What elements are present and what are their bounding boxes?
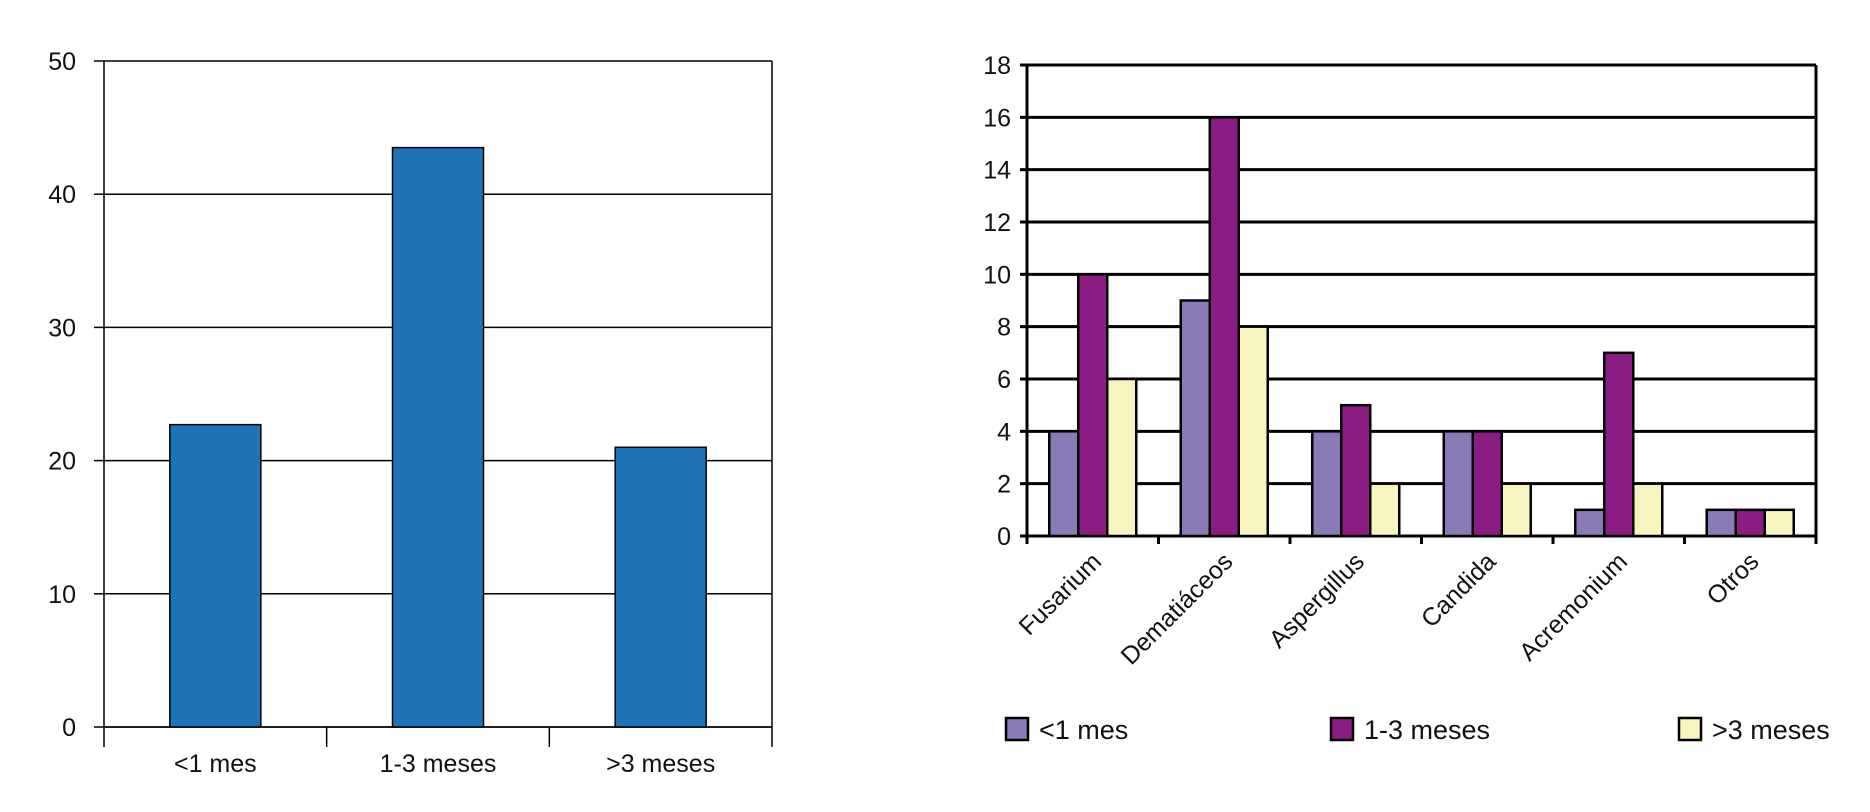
- grouped-bar-chart-organisms: 0 2 4 6 8 10 12 14 16 18 Fusarium Dematiáceos Asperg…: [983, 52, 1830, 745]
- y-tick-label: 18: [983, 52, 1011, 80]
- x-category-label: <1 mes: [174, 750, 257, 778]
- bar-series-3: [1763, 508, 1795, 538]
- y-tick-label: 10: [983, 261, 1011, 289]
- bar-series-3: [1500, 482, 1532, 538]
- bar-chart-duration: 0 10 20 30 40 50 <1 mes 1-3 meses >3 meses: [48, 48, 773, 778]
- legend-swatch: [1004, 716, 1030, 742]
- y-tick-label: 8: [997, 314, 1011, 342]
- y-tick-label: 16: [983, 104, 1011, 132]
- x-category-label: Acremonium: [1514, 547, 1633, 666]
- bar-series-1: [1442, 430, 1474, 538]
- bar: [614, 446, 707, 728]
- y-tick-label: 40: [48, 181, 76, 209]
- y-tick-label: 10: [48, 581, 76, 609]
- legend-label: 1-3 meses: [1364, 715, 1490, 745]
- legend-swatch: [1677, 716, 1703, 742]
- legend-swatch: [1329, 716, 1355, 742]
- x-category-label: Dematiáceos: [1116, 547, 1239, 670]
- bar: [169, 423, 262, 728]
- bar-series-2: [1603, 351, 1635, 538]
- bar-series-3: [1106, 377, 1138, 538]
- y-tick-label: 14: [983, 157, 1011, 185]
- y-tick-label: 20: [48, 448, 76, 476]
- bar-series-1: [1048, 430, 1080, 538]
- bar-series-2: [1208, 116, 1240, 538]
- bar-series-1: [1311, 430, 1343, 538]
- x-category-label: 1-3 meses: [380, 750, 497, 778]
- bar-series-1: [1705, 508, 1737, 538]
- y-tick-label: 0: [62, 714, 76, 742]
- y-tick-label: 50: [48, 48, 76, 76]
- legend-label: <1 mes: [1039, 715, 1128, 745]
- y-tick-label: 6: [997, 366, 1011, 394]
- y-tick-label: 4: [997, 418, 1011, 446]
- x-category-label: Fusarium: [1014, 547, 1107, 640]
- x-category-label: Otros: [1701, 547, 1764, 610]
- y-tick-label: 2: [997, 471, 1011, 499]
- bar-series-3: [1369, 482, 1401, 538]
- x-category-label: Candida: [1416, 547, 1502, 633]
- legend-label: >3 meses: [1712, 715, 1830, 745]
- bar: [391, 146, 485, 728]
- bar-series-1: [1179, 299, 1211, 538]
- bar-series-2: [1734, 508, 1766, 538]
- y-tick-label: 30: [48, 314, 76, 342]
- bar-series-2: [1077, 273, 1109, 538]
- bar-series-3: [1237, 325, 1269, 538]
- x-category-label: Aspergillus: [1264, 547, 1370, 653]
- y-tick-label: 12: [983, 209, 1011, 237]
- bar-series-3: [1632, 482, 1664, 538]
- y-tick-label: 0: [997, 523, 1011, 551]
- bar-series-2: [1340, 403, 1372, 538]
- x-category-label: >3 meses: [606, 750, 715, 778]
- bar-series-1: [1574, 508, 1606, 538]
- bar-series-2: [1471, 430, 1503, 538]
